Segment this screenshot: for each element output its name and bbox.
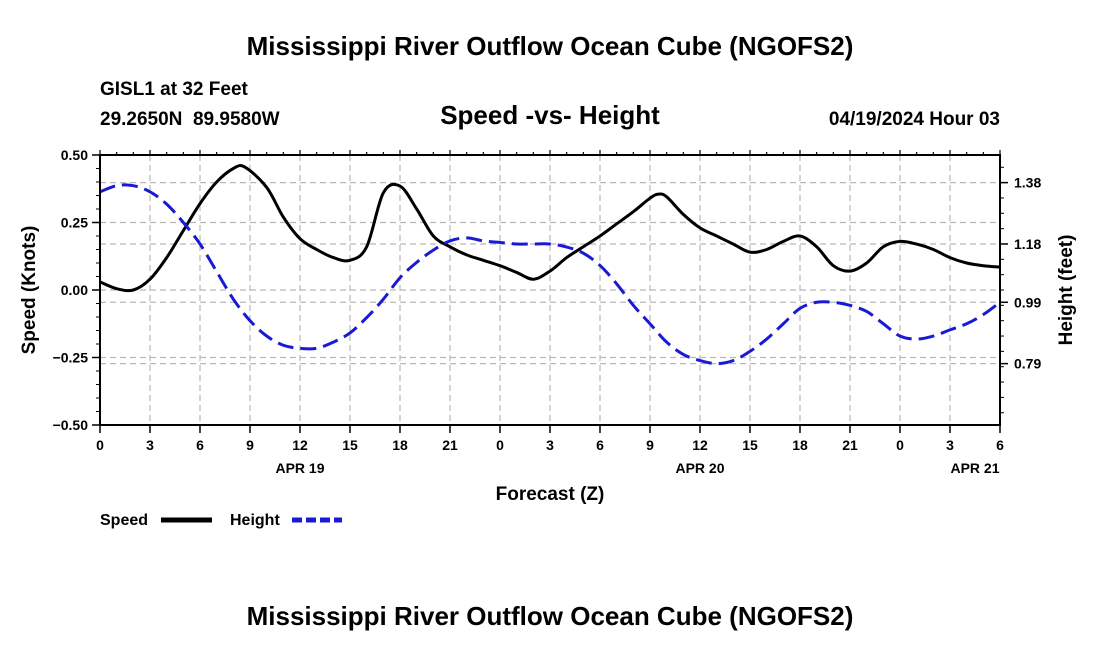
height-series-line — [99, 183, 1001, 366]
x-tick-label: 0 — [496, 437, 504, 453]
legend: Speed Height — [100, 512, 342, 529]
station-coords: 29.2650N 89.9580W — [100, 109, 280, 130]
date-label: APR 20 — [675, 460, 724, 476]
page-title: Mississippi River Outflow Ocean Cube (NG… — [247, 31, 854, 61]
x-tick-label: 3 — [146, 437, 154, 453]
x-tick-label: 0 — [96, 437, 104, 453]
date-label: APR 19 — [275, 460, 324, 476]
series-layer — [99, 164, 1001, 366]
y2-tick-label: 0.79 — [1014, 356, 1041, 372]
station-name: GISL1 at 32 Feet — [100, 79, 249, 100]
y-tick-label: 0.50 — [61, 147, 88, 163]
chart-title: Speed -vs- Height — [440, 100, 660, 130]
y-tick-label: 0.25 — [61, 215, 88, 231]
forecast-datetime: 04/19/2024 Hour 03 — [829, 109, 1000, 130]
y2-tick-label: 1.38 — [1014, 175, 1041, 191]
x-tick-label: 6 — [596, 437, 604, 453]
x-axis-title: Forecast (Z) — [496, 484, 605, 505]
x-tick-label: 3 — [546, 437, 554, 453]
x-tick-label: 21 — [842, 437, 858, 453]
y2-tick-label: 1.18 — [1014, 236, 1041, 252]
x-tick-label: 18 — [392, 437, 408, 453]
x-tick-label: 6 — [196, 437, 204, 453]
x-tick-label: 21 — [442, 437, 458, 453]
y-tick-label: −0.50 — [53, 417, 89, 433]
y2-axis-title: Height (feet) — [1056, 235, 1077, 346]
x-tick-label: 9 — [646, 437, 654, 453]
x-tick-label: 15 — [342, 437, 358, 453]
y-tick-label: −0.25 — [53, 350, 89, 366]
axes: 0 3 6 9 12 15 18 21 0 3 6 9 12 15 18 21 0 3 6 APR 19 APR 20 A… — [53, 147, 1042, 476]
x-tick-label: 0 — [896, 437, 904, 453]
x-tick-label: 12 — [692, 437, 708, 453]
speed-series-line — [99, 164, 1001, 293]
y-tick-label: 0.00 — [61, 282, 88, 298]
x-tick-label: 18 — [792, 437, 808, 453]
legend-speed-label: Speed — [100, 512, 148, 529]
grid — [100, 155, 1000, 425]
y-axis-title: Speed (Knots) — [19, 226, 40, 355]
x-tick-label: 9 — [246, 437, 254, 453]
x-tick-label: 3 — [946, 437, 954, 453]
legend-height-label: Height — [230, 512, 280, 529]
x-tick-label: 15 — [742, 437, 758, 453]
x-tick-label: 12 — [292, 437, 308, 453]
y2-tick-label: 0.99 — [1014, 294, 1041, 310]
x-tick-label: 6 — [996, 437, 1004, 453]
footer-title: Mississippi River Outflow Ocean Cube (NG… — [247, 601, 854, 631]
date-label: APR 21 — [950, 460, 999, 476]
